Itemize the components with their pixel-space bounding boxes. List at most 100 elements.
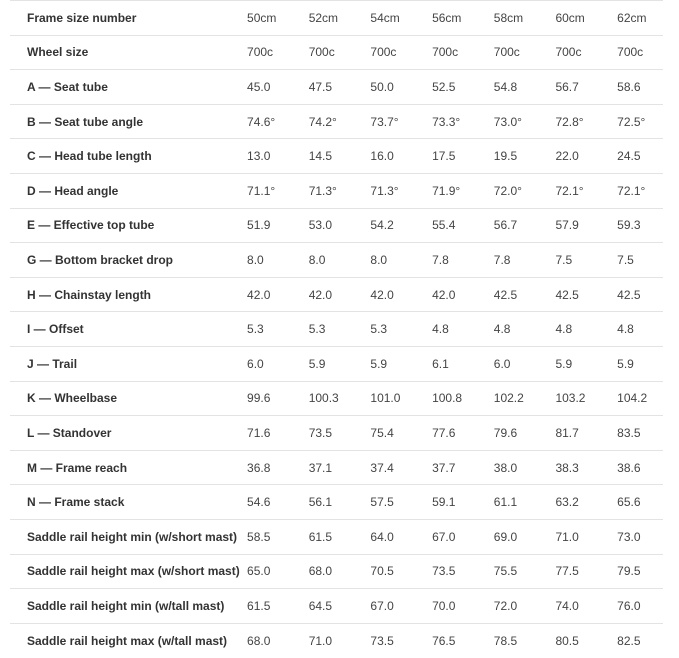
table-cell: 57.5	[363, 484, 426, 520]
row-label: C — Head tube length	[10, 138, 241, 174]
row-label: D — Head angle	[10, 172, 241, 209]
table-cell: 55.4	[425, 207, 487, 243]
table-cell: 74.6°	[240, 103, 302, 139]
row-label: K — Wheelbase	[10, 380, 241, 416]
table-row: A — Seat tube 45.0 47.5 50.0 52.5 54.8 56.7 58.…	[10, 69, 663, 105]
table-cell: 68.0	[240, 622, 302, 658]
table-cell: 71.0	[548, 518, 611, 554]
table-cell: 65.6	[610, 484, 663, 520]
row-label: B — Seat tube angle	[10, 103, 241, 139]
table-cell: 102.2	[486, 380, 549, 416]
table-cell: 6.0	[486, 345, 549, 382]
table-cell: 53.0	[301, 207, 364, 243]
table-cell: 38.0	[486, 449, 549, 485]
table-row: Wheel size 700c 700c 700c 700c 700c 700c 700c	[10, 34, 663, 70]
table-cell: 7.5	[610, 242, 663, 278]
table-cell: 56.7	[486, 207, 549, 243]
table-row: Saddle rail height max (w/short mast) 65.…	[10, 553, 663, 589]
row-label: Wheel size	[10, 34, 241, 70]
table-row: C — Head tube length 13.0 14.5 16.0 17.5 19.5…	[10, 138, 663, 174]
table-cell: 73.5	[301, 415, 364, 451]
table-row: D — Head angle 71.1° 71.3° 71.3° 71.9° 72.0° 7…	[10, 172, 663, 209]
table-cell: 6.1	[425, 345, 487, 382]
table-row: Saddle rail height min (w/tall mast) 61.5…	[10, 588, 663, 624]
table-cell: 56.7	[548, 69, 611, 105]
table-cell: 57.9	[548, 207, 611, 243]
table-cell: 22.0	[548, 138, 611, 174]
table-cell: 100.8	[425, 380, 487, 416]
table-cell: 74.0	[548, 588, 611, 624]
table-cell: 42.0	[425, 276, 487, 312]
table-cell: 70.5	[363, 553, 426, 589]
table-cell: 58.5	[240, 518, 302, 554]
table-cell: 58.6	[610, 69, 663, 105]
table-cell: 42.0	[363, 276, 426, 312]
table-cell: 71.0	[301, 622, 364, 658]
table-cell: 72.0°	[486, 172, 549, 209]
table-cell: 4.8	[425, 311, 487, 347]
table-cell: 7.5	[548, 242, 611, 278]
row-label: Saddle rail height max (w/tall mast)	[10, 622, 241, 658]
table-cell: 700c	[548, 34, 611, 70]
table-cell: 19.5	[486, 138, 549, 174]
table-cell: 77.5	[548, 553, 611, 589]
table-cell: 42.0	[301, 276, 364, 312]
row-label: J — Trail	[10, 345, 241, 382]
table-cell: 73.5	[363, 622, 426, 658]
table-cell: 7.8	[486, 242, 549, 278]
table-cell: 5.3	[363, 311, 426, 347]
table-cell: 37.7	[425, 449, 487, 485]
table-cell: 8.0	[363, 242, 426, 278]
table-cell: 54cm	[363, 0, 426, 36]
table-cell: 61.1	[486, 484, 549, 520]
row-label: Saddle rail height max (w/short mast)	[10, 553, 241, 589]
table-row: N — Frame stack 54.6 56.1 57.5 59.1 61.1 63.2 6…	[10, 484, 663, 520]
row-label: E — Effective top tube	[10, 207, 241, 243]
table-cell: 76.0	[610, 588, 663, 624]
table-row: K — Wheelbase 99.6 100.3 101.0 100.8 102.2 103…	[10, 380, 663, 416]
table-cell: 72.1°	[548, 172, 611, 209]
table-cell: 63.2	[548, 484, 611, 520]
table-cell: 5.3	[301, 311, 364, 347]
table-cell: 69.0	[486, 518, 549, 554]
table-cell: 24.5	[610, 138, 663, 174]
table-row: G — Bottom bracket drop 8.0 8.0 8.0 7.8 7.8 7.…	[10, 242, 663, 278]
table-cell: 61.5	[301, 518, 364, 554]
table-row: Saddle rail height max (w/tall mast) 68.0…	[10, 622, 663, 658]
table-cell: 73.5	[425, 553, 487, 589]
table-cell: 67.0	[425, 518, 487, 554]
table-cell: 52cm	[301, 0, 364, 36]
table-cell: 73.3°	[425, 103, 487, 139]
table-cell: 76.5	[425, 622, 487, 658]
geometry-table-body: Frame size number 50cm 52cm 54cm 56cm 58cm 60c…	[10, 0, 663, 658]
table-cell: 65.0	[240, 553, 302, 589]
table-cell: 64.5	[301, 588, 364, 624]
table-row: H — Chainstay length 42.0 42.0 42.0 42.0 42.5…	[10, 276, 663, 312]
table-cell: 16.0	[363, 138, 426, 174]
table-row: E — Effective top tube 51.9 53.0 54.2 55.4 56…	[10, 207, 663, 243]
table-cell: 72.8°	[548, 103, 611, 139]
table-cell: 51.9	[240, 207, 302, 243]
table-cell: 71.9°	[425, 172, 487, 209]
table-cell: 59.3	[610, 207, 663, 243]
table-cell: 700c	[363, 34, 426, 70]
table-cell: 50cm	[240, 0, 302, 36]
table-cell: 74.2°	[301, 103, 364, 139]
table-cell: 64.0	[363, 518, 426, 554]
table-cell: 101.0	[363, 380, 426, 416]
table-cell: 80.5	[548, 622, 611, 658]
table-cell: 4.8	[486, 311, 549, 347]
geometry-table: Frame size number 50cm 52cm 54cm 56cm 58cm 60c…	[10, 0, 663, 658]
table-cell: 700c	[301, 34, 364, 70]
table-cell: 45.0	[240, 69, 302, 105]
table-cell: 14.5	[301, 138, 364, 174]
table-cell: 71.3°	[301, 172, 364, 209]
table-cell: 71.1°	[240, 172, 302, 209]
table-cell: 104.2	[610, 380, 663, 416]
table-cell: 58cm	[486, 0, 549, 36]
table-cell: 70.0	[425, 588, 487, 624]
table-cell: 54.2	[363, 207, 426, 243]
table-cell: 73.0°	[486, 103, 549, 139]
table-row: L — Standover 71.6 73.5 75.4 77.6 79.6 81.7 83.…	[10, 415, 663, 451]
table-cell: 56cm	[425, 0, 487, 36]
